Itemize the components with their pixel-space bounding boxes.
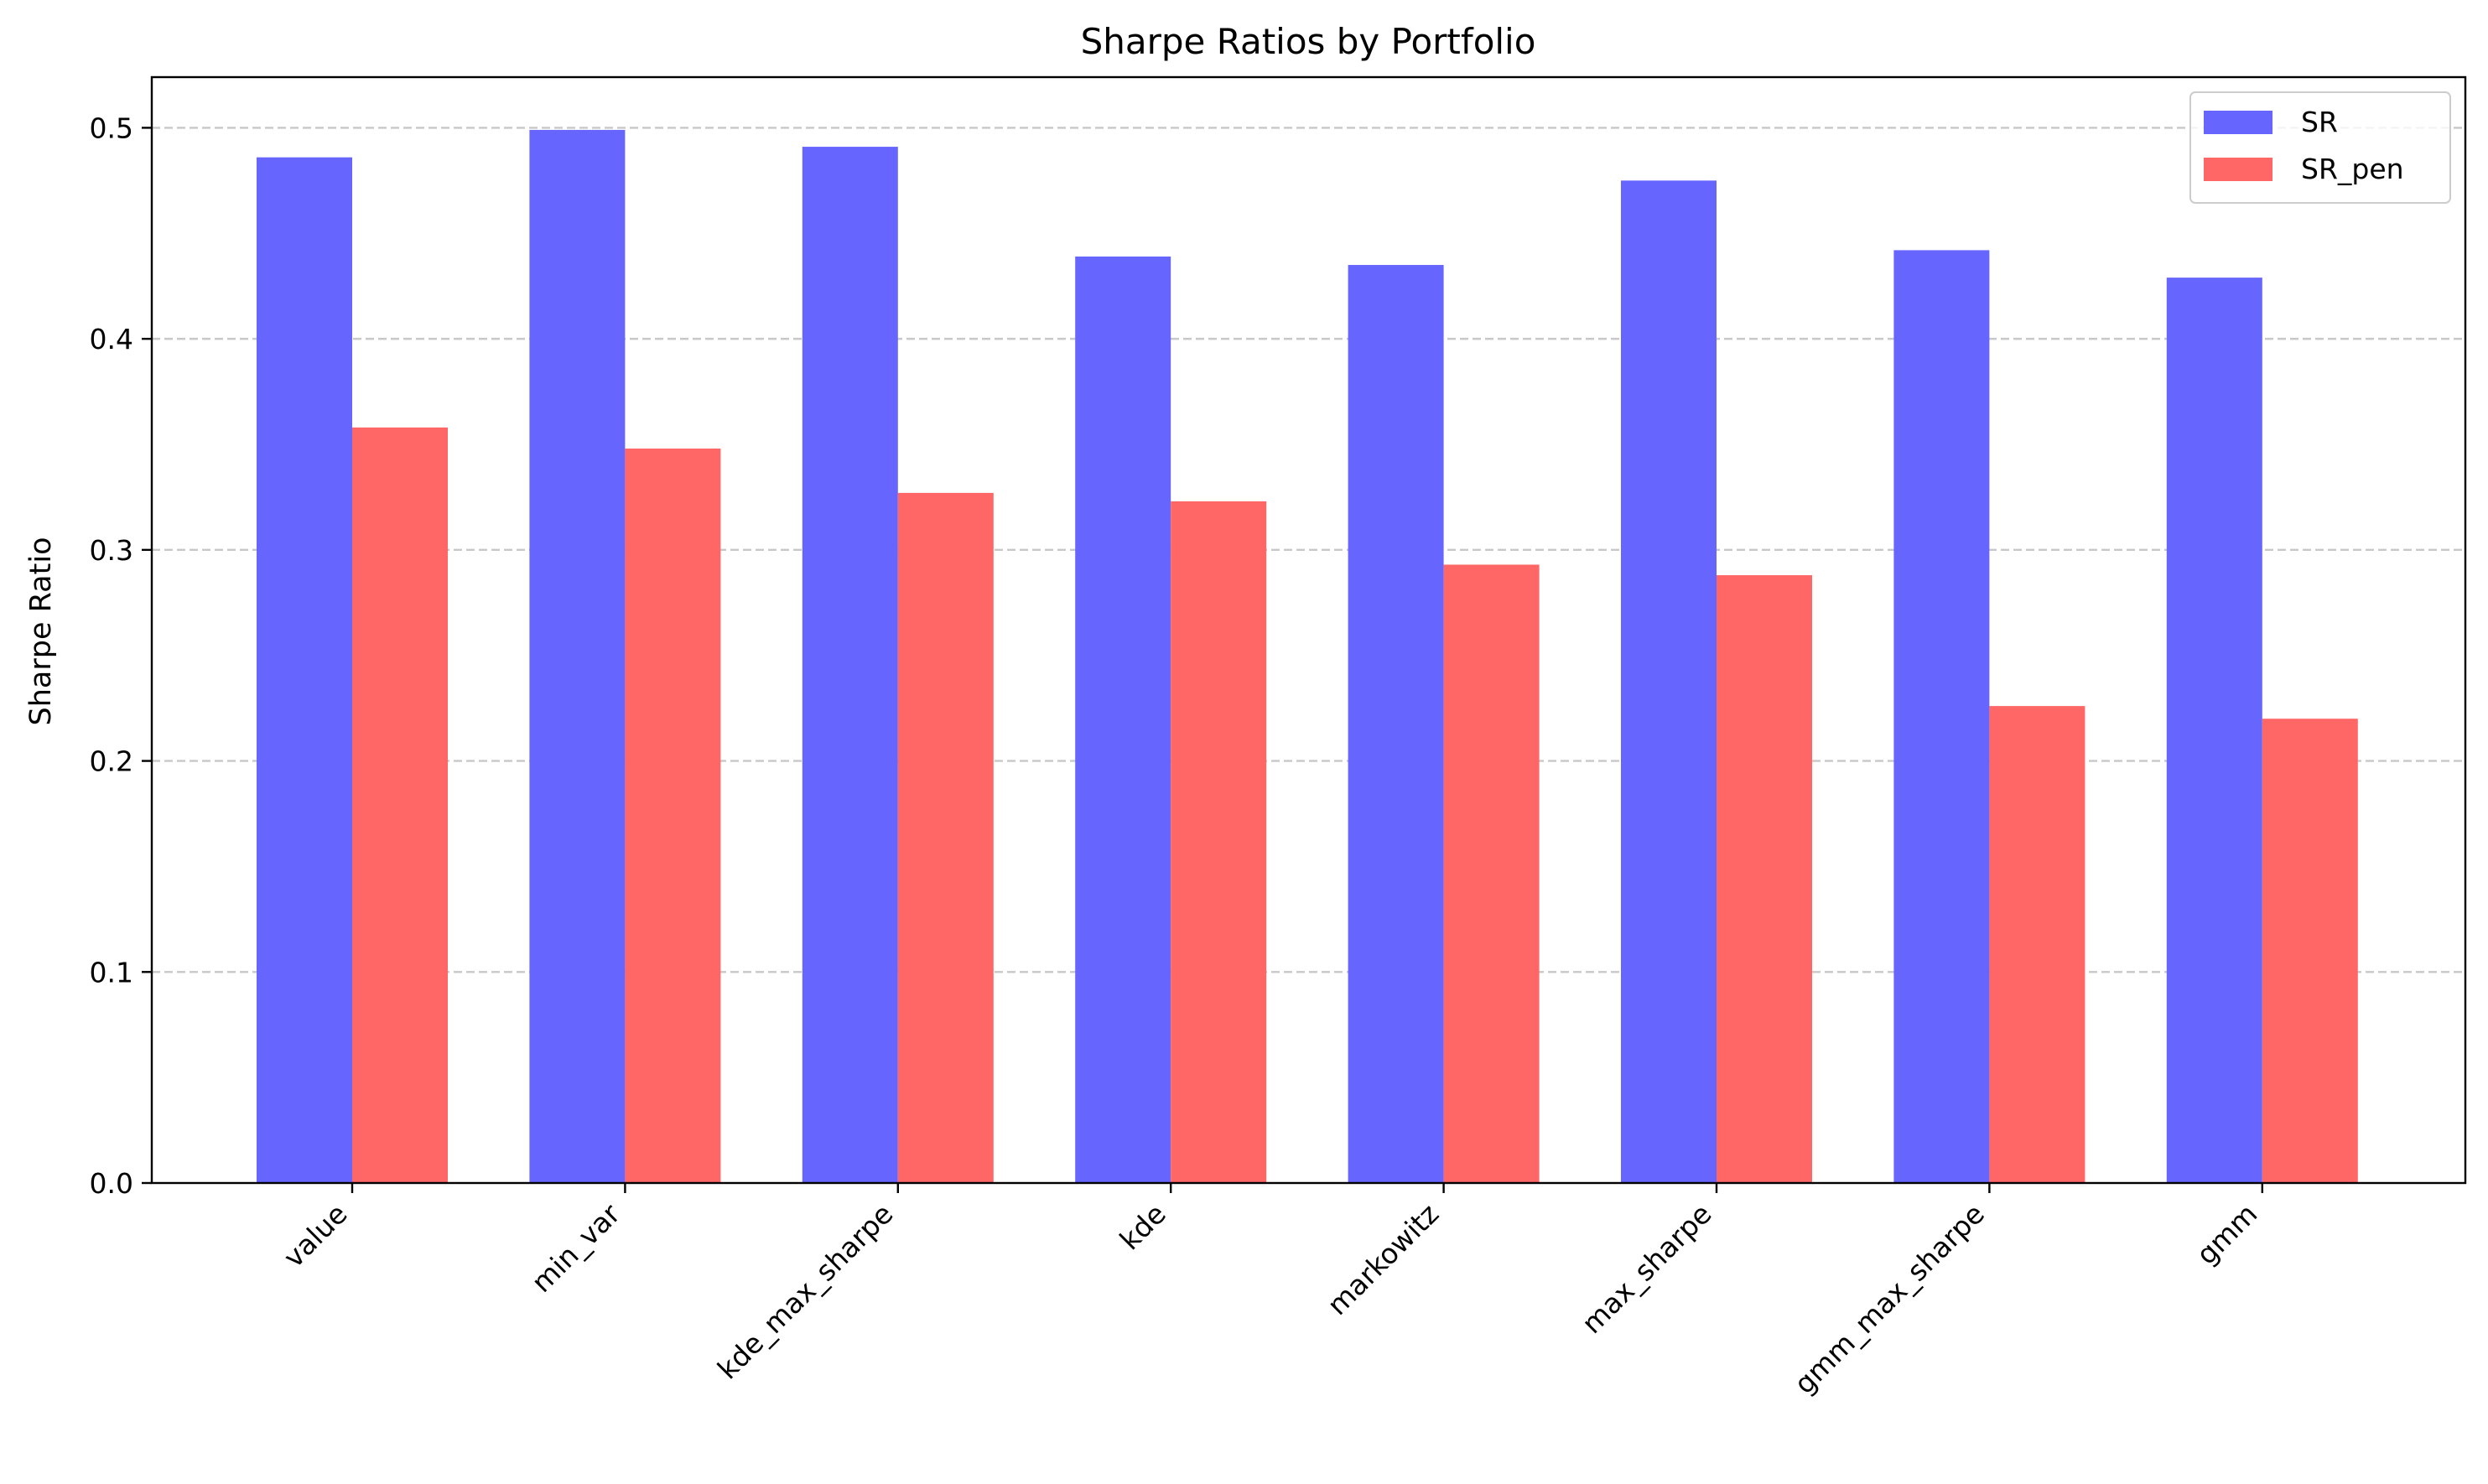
x-tick-label: min_var xyxy=(525,1197,626,1299)
bar-SR-markowitz xyxy=(1348,265,1444,1184)
x-tick-label: max_sharpe xyxy=(1576,1197,1718,1340)
y-tick-label: 0.3 xyxy=(90,534,133,567)
x-tick-label: markowitz xyxy=(1321,1197,1445,1321)
bar-SR-kde_max_sharpe xyxy=(802,147,898,1184)
plot-frame xyxy=(150,75,2467,1185)
legend-swatch-SR xyxy=(2204,111,2272,134)
bar-SR-kde xyxy=(1075,256,1171,1183)
bar-SR-value xyxy=(257,157,352,1183)
y-tick-label: 0.2 xyxy=(90,745,133,778)
y-tick-label: 0.1 xyxy=(90,956,133,988)
x-tick-label: kde xyxy=(1114,1197,1172,1256)
y-tick-label: 0.4 xyxy=(90,323,133,355)
bar-SR_pen-gmm_max_sharpe xyxy=(1989,706,2085,1183)
bar-SR_pen-kde xyxy=(1171,501,1267,1183)
x-tick-label: gmm xyxy=(2190,1197,2264,1271)
axes xyxy=(150,75,2467,1185)
legend: SR SR_pen xyxy=(2189,91,2451,204)
bar-SR-gmm xyxy=(2166,278,2262,1183)
chart-title: Sharpe Ratios by Portfolio xyxy=(1081,21,1536,62)
bar-SR_pen-min_var xyxy=(625,449,721,1183)
bar-SR-max_sharpe xyxy=(1621,180,1717,1184)
legend-label-SR: SR xyxy=(2301,106,2338,138)
y-gridlines xyxy=(152,127,2465,973)
x-tick-label: value xyxy=(277,1197,353,1274)
bars xyxy=(257,129,2358,1184)
legend-swatch-SR_pen xyxy=(2204,158,2272,181)
bar-SR_pen-value xyxy=(352,427,448,1183)
y-tick-label: 0.5 xyxy=(90,112,133,144)
x-axis-ticks: value min_var kde_max_sharpe kde markowitz ma… xyxy=(277,1183,2263,1400)
bar-SR-gmm_max_sharpe xyxy=(1893,250,1990,1183)
bar-SR_pen-gmm xyxy=(2262,719,2358,1183)
x-tick-label: kde_max_sharpe xyxy=(711,1197,899,1385)
bar-SR_pen-kde_max_sharpe xyxy=(897,492,994,1183)
bar-SR_pen-markowitz xyxy=(1443,564,1540,1183)
bar-SR-min_var xyxy=(529,129,626,1183)
y-axis-label: Sharpe Ratio xyxy=(24,537,58,726)
bar-SR_pen-max_sharpe xyxy=(1717,575,1812,1183)
x-tick-label: gmm_max_sharpe xyxy=(1788,1197,1991,1400)
y-tick-label: 0.0 xyxy=(90,1167,133,1200)
y-axis-ticks: 0.0 0.1 0.2 0.3 0.4 0.5 xyxy=(90,112,152,1200)
legend-label-SR_pen: SR_pen xyxy=(2301,153,2404,185)
